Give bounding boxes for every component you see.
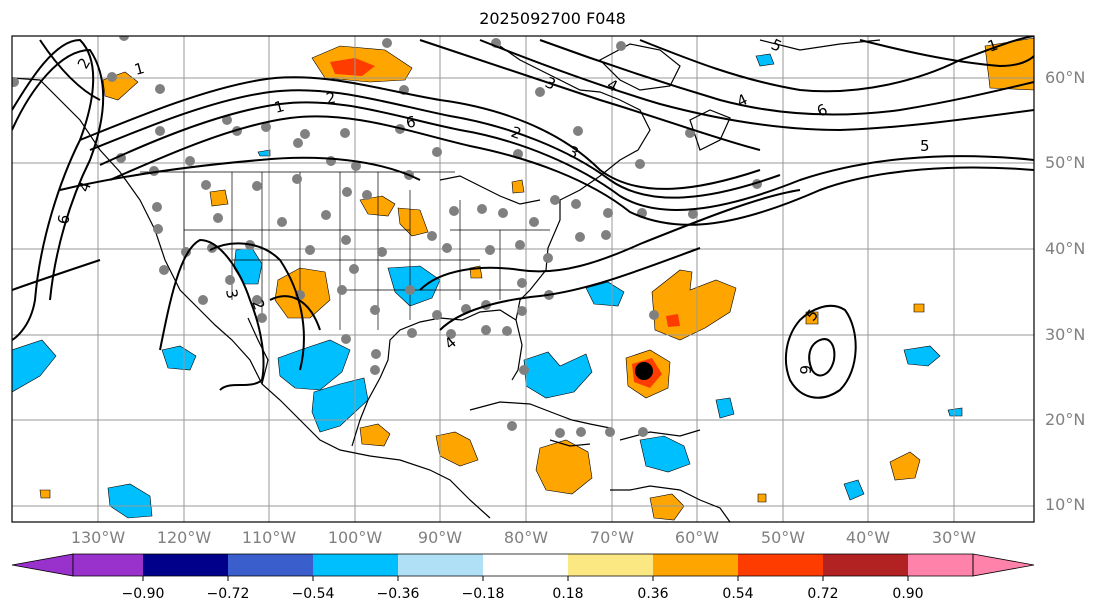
colorbar-tick-label: −0.90	[121, 586, 165, 602]
lon-label-40w: 40°W	[845, 528, 891, 547]
colorbar-tick-label: 0.18	[552, 586, 584, 602]
station-markers	[12, 36, 762, 438]
colorbar-tick-label: 0.72	[807, 586, 839, 602]
colorbar-tick-label: −0.54	[291, 586, 335, 602]
svg-text:2: 2	[248, 297, 268, 312]
lon-label-50w: 50°W	[760, 528, 806, 547]
svg-text:3: 3	[222, 288, 241, 301]
svg-text:2: 2	[325, 89, 338, 108]
lon-label-100w: 100°W	[327, 528, 383, 547]
lon-label-70w: 70°W	[589, 528, 635, 547]
svg-text:6: 6	[405, 113, 418, 132]
contour-lines	[12, 36, 1034, 399]
lon-label-120w: 120°W	[156, 528, 212, 547]
lon-label-60w: 60°W	[674, 528, 720, 547]
svg-text:6: 6	[54, 213, 73, 226]
colorbar-min-extension	[11, 553, 74, 577]
lon-label-80w: 80°W	[503, 528, 549, 547]
svg-text:6: 6	[796, 365, 814, 375]
svg-text:4: 4	[441, 333, 460, 353]
lat-label-30n: 30°N	[1045, 325, 1086, 344]
lat-label-10n: 10°N	[1045, 495, 1086, 514]
positive-anomaly-areas	[39, 37, 1034, 521]
colorbar-tick-label: 0.36	[637, 586, 669, 602]
lat-label-40n: 40°N	[1045, 239, 1086, 258]
svg-text:1: 1	[272, 97, 286, 117]
lon-label-90w: 90°W	[417, 528, 463, 547]
svg-text:4: 4	[75, 179, 95, 194]
lat-label-20n: 20°N	[1045, 410, 1086, 429]
colorbar-tick-label: −0.18	[461, 586, 505, 602]
map-frame	[11, 35, 1035, 523]
coastlines	[12, 39, 881, 522]
svg-text:2: 2	[509, 123, 524, 143]
svg-text:6: 6	[814, 100, 830, 120]
svg-text:4: 4	[734, 90, 750, 110]
svg-text:1: 1	[132, 59, 146, 79]
colorbar-tick-label: 0.90	[892, 586, 924, 602]
colorbar-tick-label: −0.72	[206, 586, 250, 602]
svg-text:3: 3	[542, 73, 558, 93]
colorbar-max-extension	[972, 553, 1035, 577]
map-title: 2025092700 F048	[479, 9, 626, 28]
negative-anomaly-areas	[12, 53, 963, 519]
lat-label-50n: 50°N	[1045, 153, 1086, 172]
lon-label-110w: 110°W	[241, 528, 297, 547]
storm-center-marker	[635, 362, 653, 380]
colorbar-tick-label: −0.36	[376, 586, 420, 602]
lon-label-30w: 30°W	[931, 528, 977, 547]
lat-label-60n: 60°N	[1045, 68, 1086, 87]
svg-text:5: 5	[920, 137, 930, 155]
colorbar	[11, 553, 1035, 581]
lon-label-130w: 130°W	[70, 528, 126, 547]
contour-labels: 2 4 6 1 2 3 4 5 6 1 2 3 4 5 6 1 2 3 4 5 …	[54, 36, 1000, 375]
colorbar-tick-label: 0.54	[722, 586, 754, 602]
state-borders	[140, 171, 550, 330]
